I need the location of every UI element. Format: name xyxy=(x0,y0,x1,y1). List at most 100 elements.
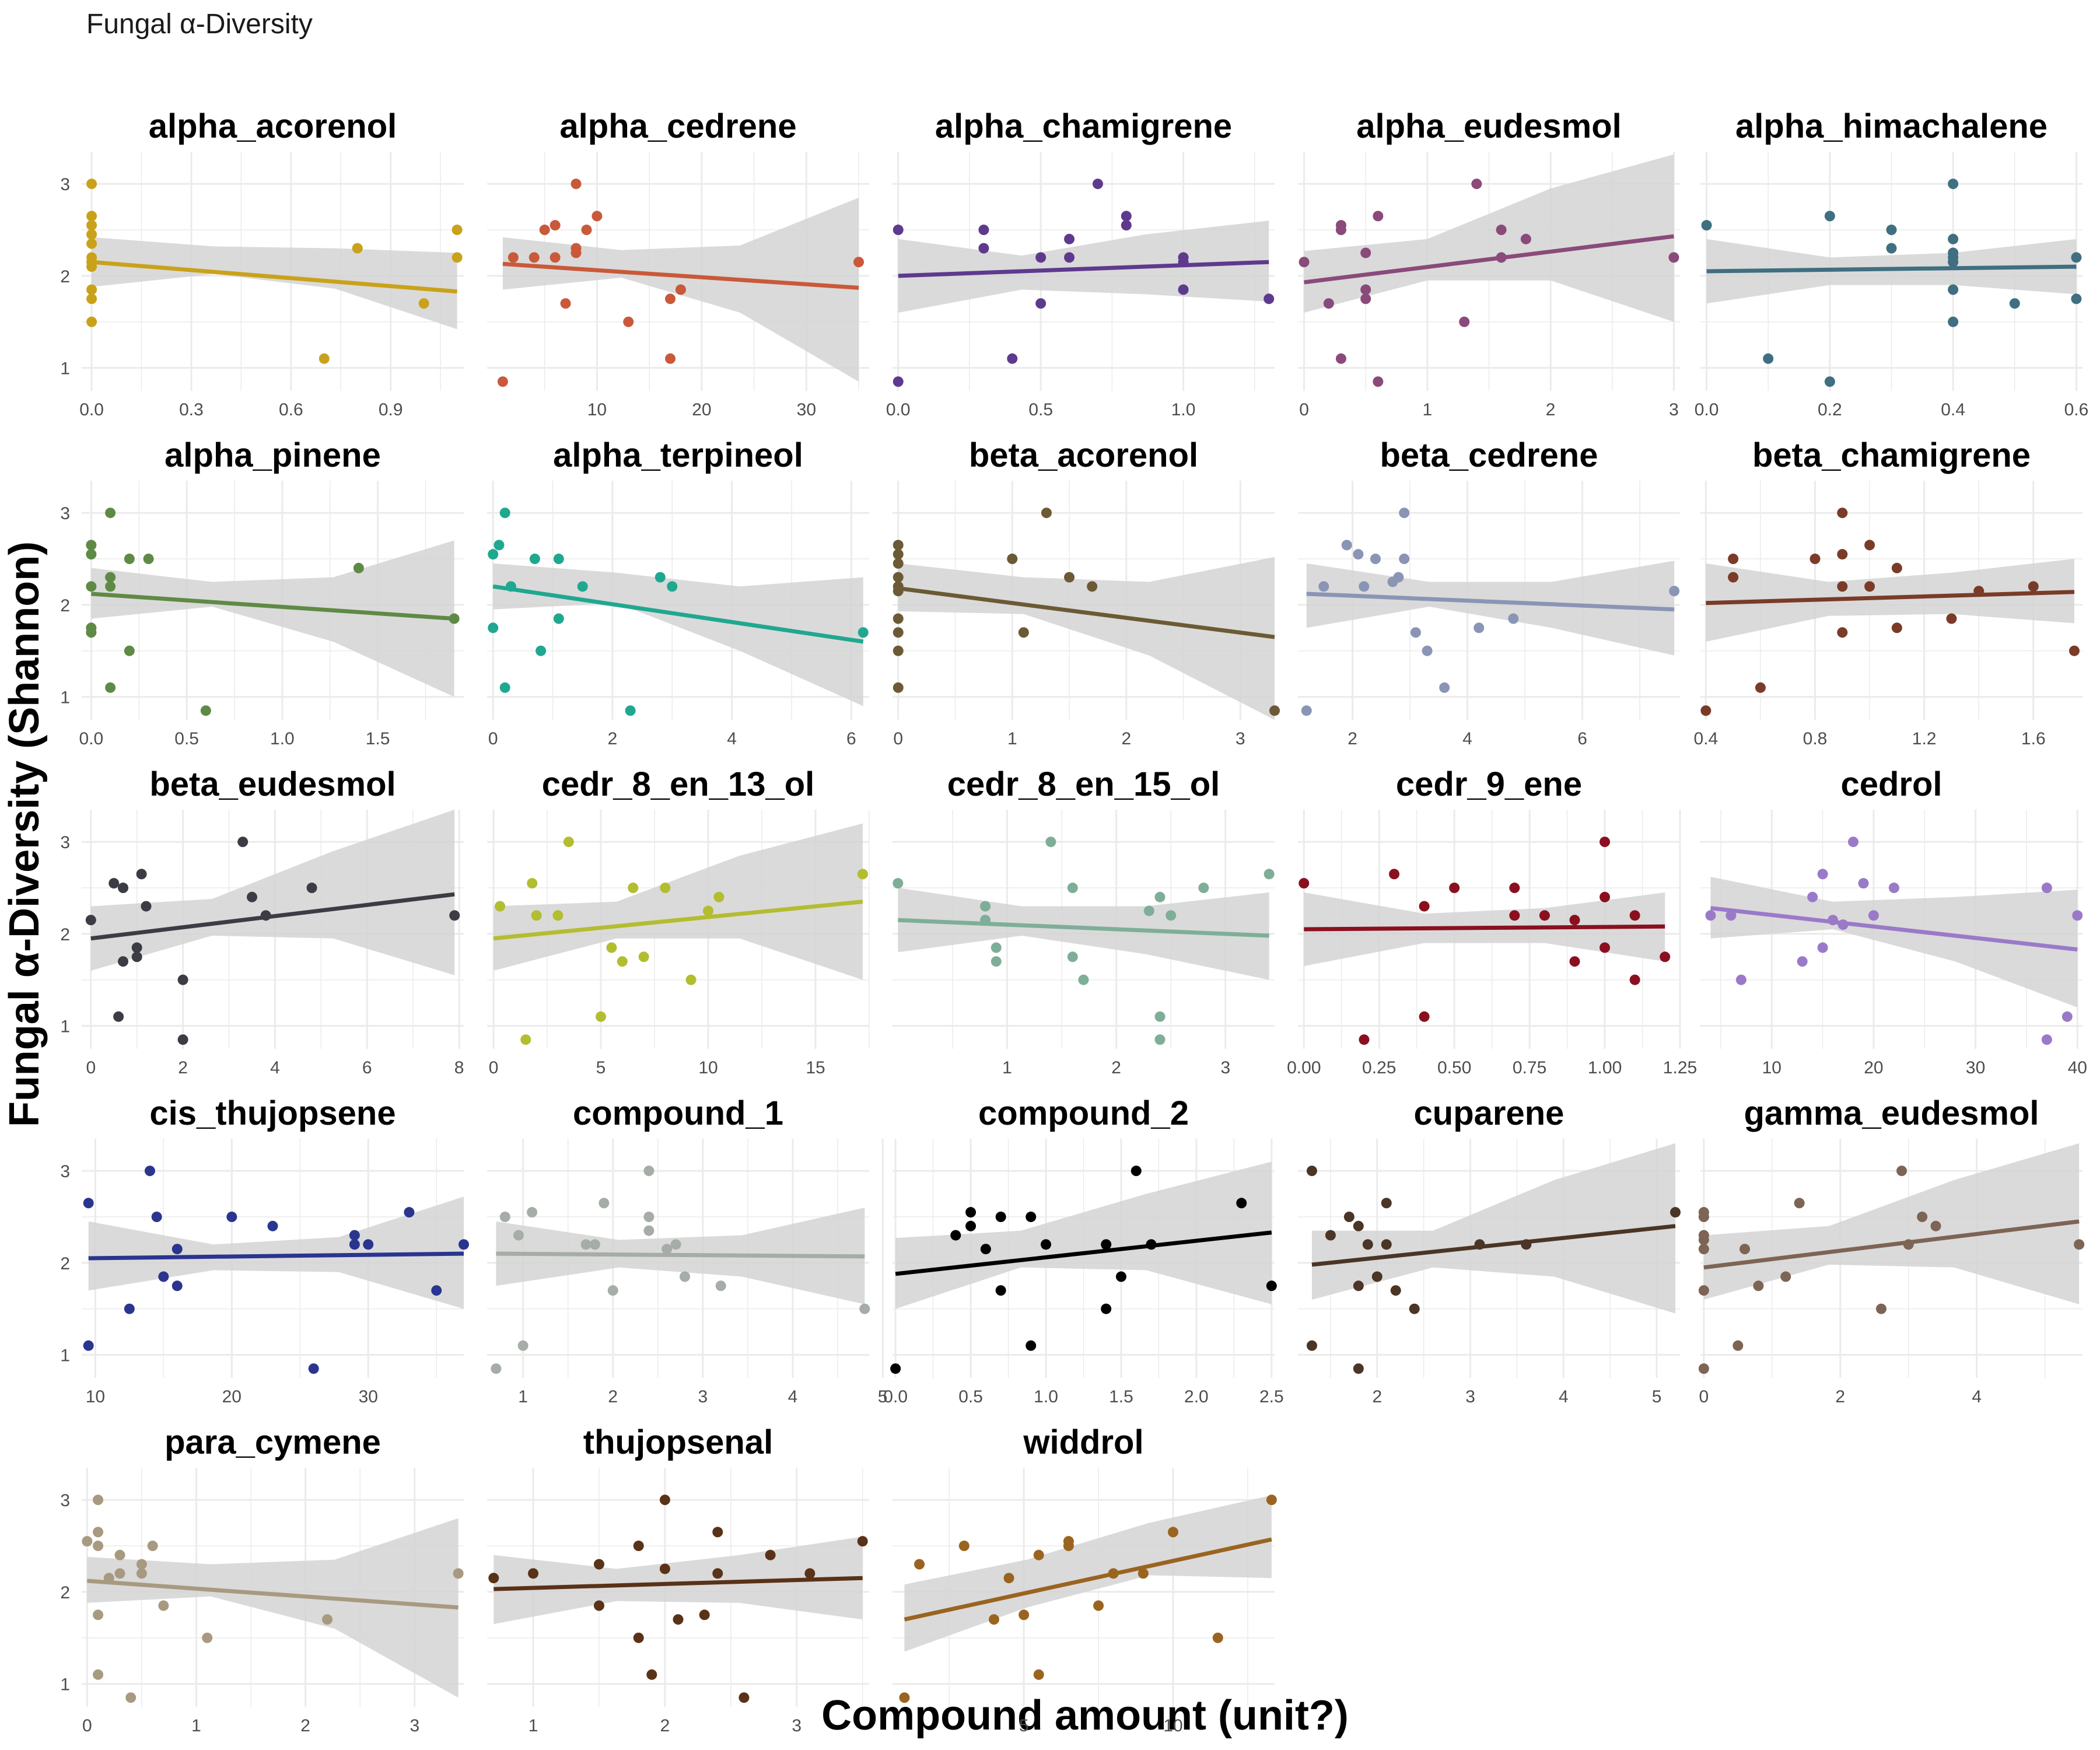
data-point xyxy=(1701,220,1712,231)
data-point xyxy=(539,225,550,236)
data-point xyxy=(1728,572,1739,583)
data-point xyxy=(1930,1220,1941,1231)
x-tick-label: 5 xyxy=(1019,1716,1029,1735)
data-point xyxy=(318,353,330,364)
data-point xyxy=(703,905,714,916)
data-point xyxy=(1101,1239,1112,1250)
data-point xyxy=(978,243,989,254)
data-point xyxy=(1033,1549,1044,1560)
data-point xyxy=(1359,581,1370,592)
data-point xyxy=(633,1541,644,1552)
panel-cedrol: cedrol 10 20 30 40 xyxy=(1700,765,2087,1077)
data-point xyxy=(892,572,904,583)
data-point xyxy=(520,1034,531,1045)
regression-line xyxy=(91,260,457,294)
panel-alpha_himachalene: alpha_himachalene 0.0 0.2 0.4 0.6 xyxy=(1695,107,2089,419)
data-point xyxy=(105,572,116,583)
data-point xyxy=(1130,1166,1142,1177)
data-point xyxy=(1266,1494,1277,1506)
data-point xyxy=(625,705,636,716)
data-point xyxy=(1323,298,1334,309)
data-point xyxy=(1343,1212,1354,1223)
data-point xyxy=(1948,252,1959,263)
x-tick-label: 0.5 xyxy=(1028,400,1053,419)
data-point xyxy=(1389,869,1400,880)
data-point xyxy=(453,1568,464,1579)
data-point xyxy=(536,645,547,656)
data-point xyxy=(1858,878,1869,889)
data-point xyxy=(1496,225,1507,236)
data-point xyxy=(1371,1271,1382,1282)
y-tick-label: 1 xyxy=(60,359,70,379)
data-point xyxy=(177,1034,188,1045)
panel-title: cuparene xyxy=(1414,1094,1564,1132)
data-point xyxy=(1888,883,1899,894)
data-point xyxy=(1306,1340,1317,1351)
data-point xyxy=(665,293,676,304)
data-point xyxy=(859,1303,870,1314)
data-point xyxy=(488,622,499,634)
data-point xyxy=(1837,627,1848,638)
data-point xyxy=(673,1614,684,1625)
figure-caption: Fungal α-Diversity xyxy=(86,9,313,40)
data-point xyxy=(1670,1207,1681,1218)
data-point xyxy=(1335,225,1346,236)
panel-title: para_cymene xyxy=(164,1423,381,1461)
y-tick-label: 2 xyxy=(60,596,70,615)
x-tick-label: 30 xyxy=(797,400,816,419)
x-tick-label: 0.8 xyxy=(1803,729,1828,748)
confidence-band xyxy=(92,237,457,330)
data-point xyxy=(1198,883,1209,894)
data-point xyxy=(1810,554,1821,565)
data-point xyxy=(449,910,460,921)
data-point xyxy=(1138,1568,1149,1579)
y-tick-label: 2 xyxy=(60,1254,70,1273)
x-tick-label: 4 xyxy=(788,1387,798,1406)
data-point xyxy=(570,247,582,258)
data-point xyxy=(1121,220,1132,231)
x-tick-label: 5 xyxy=(1652,1387,1662,1406)
x-tick-label: 2 xyxy=(608,729,618,748)
data-point xyxy=(260,910,271,921)
data-point xyxy=(1409,1303,1420,1314)
data-point xyxy=(2062,1011,2073,1022)
data-point xyxy=(659,1563,670,1574)
data-point xyxy=(86,211,97,222)
panel-compound_2: compound_2 0.0 0.5 1.0 1.5 2.0 2.5 xyxy=(883,1094,1283,1406)
x-tick-label: 10 xyxy=(587,400,607,419)
data-point xyxy=(431,1285,442,1296)
data-point xyxy=(2072,910,2083,921)
regression-line xyxy=(88,1251,464,1261)
data-point xyxy=(950,1230,961,1241)
regression-line xyxy=(904,1537,1272,1622)
data-point xyxy=(1419,1011,1430,1022)
data-point xyxy=(765,1549,776,1560)
data-point xyxy=(1520,233,1531,244)
regression-line xyxy=(1706,264,2077,274)
regression-line xyxy=(492,584,864,644)
data-point xyxy=(114,1549,125,1560)
data-point xyxy=(124,554,135,565)
data-point xyxy=(699,1609,710,1620)
x-tick-label: 0 xyxy=(489,1058,499,1077)
data-point xyxy=(1817,869,1828,880)
data-point xyxy=(1891,562,1902,573)
data-point xyxy=(1335,353,1346,364)
y-tick-label: 3 xyxy=(60,833,70,852)
data-point xyxy=(2071,293,2082,304)
data-point xyxy=(1629,910,1640,921)
data-point xyxy=(659,1494,670,1506)
data-point xyxy=(497,376,508,387)
panel-cis_thujopsene: cis_thujopsene 1 2 3 10 20 30 xyxy=(60,1094,469,1406)
data-point xyxy=(1422,645,1433,656)
data-point xyxy=(136,1559,147,1570)
data-point xyxy=(593,1559,604,1570)
data-point xyxy=(667,581,678,592)
x-tick-label: 2.0 xyxy=(1184,1387,1209,1406)
data-point xyxy=(899,1692,910,1703)
data-point xyxy=(1459,316,1470,327)
regression-line xyxy=(1304,924,1665,932)
data-point xyxy=(980,1244,991,1255)
y-tick-label: 2 xyxy=(60,925,70,944)
data-point xyxy=(1154,1034,1166,1045)
